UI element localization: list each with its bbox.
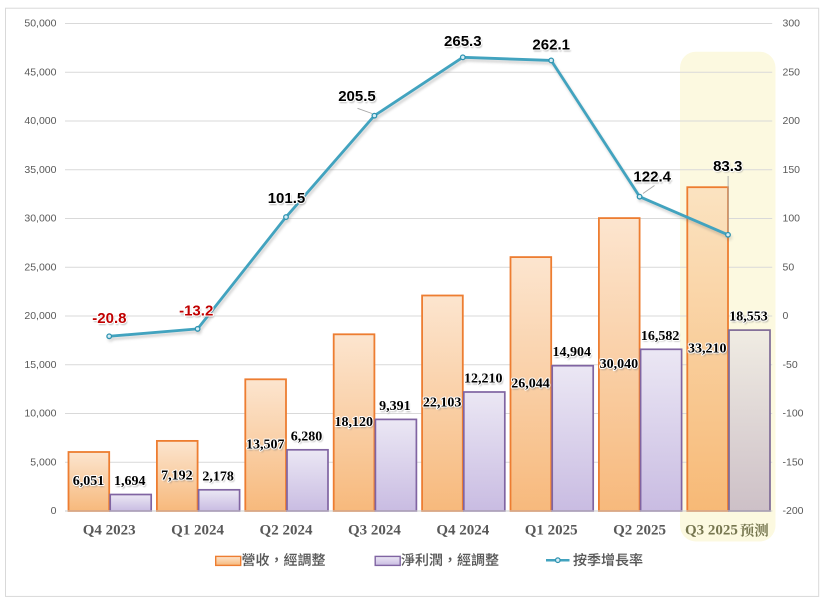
svg-text:16,582: 16,582 <box>642 331 681 346</box>
svg-text:-150: -150 <box>783 456 804 468</box>
svg-text:6,280: 6,280 <box>291 429 323 444</box>
svg-text:26,044: 26,044 <box>512 378 551 393</box>
svg-text:122.4: 122.4 <box>633 169 671 186</box>
svg-text:30,000: 30,000 <box>24 213 56 225</box>
svg-text:9,391: 9,391 <box>379 399 411 414</box>
svg-text:300: 300 <box>783 18 801 30</box>
svg-text:-100: -100 <box>783 408 804 420</box>
svg-text:22,103: 22,103 <box>424 398 463 413</box>
svg-text:13,507: 13,507 <box>246 438 285 453</box>
svg-text:18,120: 18,120 <box>334 415 373 430</box>
svg-text:0: 0 <box>51 505 57 517</box>
svg-text:20,000: 20,000 <box>24 310 56 322</box>
svg-text:-50: -50 <box>783 359 798 371</box>
svg-text:-13.2: -13.2 <box>179 303 213 320</box>
svg-text:30,040: 30,040 <box>601 359 640 374</box>
svg-text:10,000: 10,000 <box>24 408 56 420</box>
svg-text:101.5: 101.5 <box>269 192 307 209</box>
svg-text:33,210: 33,210 <box>688 342 727 357</box>
svg-text:18,120: 18,120 <box>336 417 375 432</box>
svg-text:25,000: 25,000 <box>24 261 56 273</box>
svg-text:35,000: 35,000 <box>24 164 56 176</box>
svg-text:33,210: 33,210 <box>689 344 728 359</box>
svg-text:-200: -200 <box>783 505 804 517</box>
svg-text:16,582: 16,582 <box>641 329 680 344</box>
svg-text:12,210: 12,210 <box>465 373 504 388</box>
svg-text:9,391: 9,391 <box>380 401 412 416</box>
svg-text:-13.2: -13.2 <box>180 304 214 321</box>
svg-text:Q1 2024: Q1 2024 <box>171 523 224 539</box>
svg-text:6,280: 6,280 <box>292 431 324 446</box>
svg-text:122.4: 122.4 <box>635 170 673 187</box>
svg-text:265.3: 265.3 <box>444 33 482 50</box>
svg-text:15,000: 15,000 <box>24 359 56 371</box>
svg-text:Q3 2025: Q3 2025 <box>685 523 738 539</box>
svg-text:101.5: 101.5 <box>268 190 306 207</box>
svg-text:6,051: 6,051 <box>73 474 105 489</box>
svg-text:14,904: 14,904 <box>554 347 593 362</box>
svg-text:50,000: 50,000 <box>24 18 56 30</box>
svg-text:262.1: 262.1 <box>532 36 570 53</box>
svg-text:250: 250 <box>783 66 801 78</box>
svg-text:13,507: 13,507 <box>247 440 286 455</box>
svg-text:2,178: 2,178 <box>202 469 234 484</box>
svg-text:7,192: 7,192 <box>161 468 193 483</box>
svg-text:205.5: 205.5 <box>338 88 376 105</box>
svg-text:100: 100 <box>783 213 801 225</box>
svg-text:18,553: 18,553 <box>730 312 769 327</box>
svg-text:150: 150 <box>783 164 801 176</box>
svg-text:Q2 2025: Q2 2025 <box>613 523 666 539</box>
svg-text:200: 200 <box>783 115 801 127</box>
svg-text:18,553: 18,553 <box>729 310 768 325</box>
svg-text:26,044: 26,044 <box>511 377 550 392</box>
svg-text:0: 0 <box>783 310 789 322</box>
svg-text:205.5: 205.5 <box>339 90 377 107</box>
svg-text:83.3: 83.3 <box>714 160 743 177</box>
svg-text:262.1: 262.1 <box>534 38 572 55</box>
svg-text:12,210: 12,210 <box>464 372 503 387</box>
svg-text:45,000: 45,000 <box>24 66 56 78</box>
svg-text:22,103: 22,103 <box>423 396 462 411</box>
svg-text:30,040: 30,040 <box>600 357 639 372</box>
svg-text:40,000: 40,000 <box>24 115 56 127</box>
svg-text:50: 50 <box>783 261 795 273</box>
svg-text:Q1 2025: Q1 2025 <box>525 523 578 539</box>
svg-text:Q4 2023: Q4 2023 <box>83 523 136 539</box>
svg-text:Q3 2024: Q3 2024 <box>348 523 401 539</box>
svg-text:-20.8: -20.8 <box>92 310 126 327</box>
svg-text:6,051: 6,051 <box>74 476 106 491</box>
svg-text:2,178: 2,178 <box>203 471 235 486</box>
svg-text:Q2 2024: Q2 2024 <box>260 523 313 539</box>
svg-text:Q4 2024: Q4 2024 <box>436 523 489 539</box>
svg-text:1,694: 1,694 <box>115 476 147 491</box>
svg-text:83.3: 83.3 <box>713 158 742 175</box>
svg-text:5,000: 5,000 <box>30 456 56 468</box>
svg-text:14,904: 14,904 <box>552 345 591 360</box>
svg-text:265.3: 265.3 <box>445 35 483 52</box>
svg-text:-20.8: -20.8 <box>93 312 127 329</box>
svg-text:7,192: 7,192 <box>162 470 194 485</box>
svg-text:1,694: 1,694 <box>114 474 146 489</box>
